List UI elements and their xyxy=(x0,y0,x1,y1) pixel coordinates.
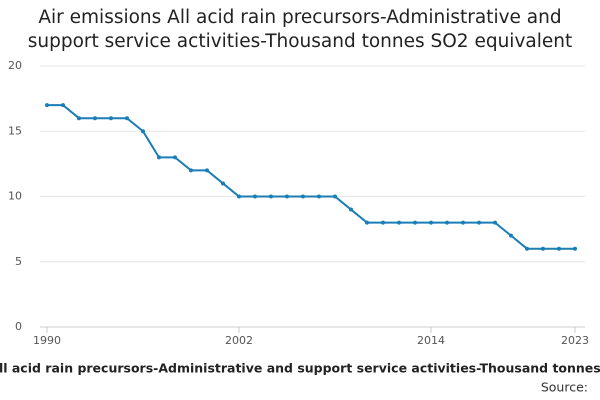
chart-title: Air emissions All acid rain precursors-A… xyxy=(27,7,573,52)
point xyxy=(317,194,321,199)
point xyxy=(109,116,113,121)
point xyxy=(397,220,401,225)
point xyxy=(461,220,465,225)
point xyxy=(285,194,289,199)
point xyxy=(509,233,513,238)
point xyxy=(333,194,337,199)
point xyxy=(365,220,369,225)
point xyxy=(557,246,561,251)
point xyxy=(125,116,129,121)
y-tick-label: 15 xyxy=(8,124,22,137)
point xyxy=(381,220,385,225)
point xyxy=(45,103,49,108)
y-tick-label: 20 xyxy=(8,59,22,72)
point xyxy=(269,194,273,199)
point xyxy=(429,220,433,225)
point xyxy=(541,246,545,251)
point xyxy=(77,116,81,121)
point xyxy=(573,246,577,251)
point xyxy=(301,194,305,199)
point xyxy=(349,207,353,212)
x-axis-label: All acid rain precursors-Administrative … xyxy=(0,361,600,376)
point xyxy=(525,246,529,251)
point xyxy=(173,155,177,160)
point xyxy=(253,194,257,199)
x-tick-label: 2023 xyxy=(561,334,589,347)
point xyxy=(221,181,225,186)
y-tick-label: 10 xyxy=(8,190,22,203)
line xyxy=(47,104,575,250)
point xyxy=(413,220,417,225)
point xyxy=(205,168,209,173)
point xyxy=(445,220,449,225)
y-tick-label: 5 xyxy=(15,255,22,268)
point xyxy=(493,220,497,225)
point xyxy=(141,129,145,134)
point xyxy=(237,194,241,199)
x-tick-label: 2014 xyxy=(417,334,445,347)
source: Source: xyxy=(541,380,588,395)
point xyxy=(157,155,161,160)
point xyxy=(93,116,97,121)
point xyxy=(189,168,193,173)
point xyxy=(61,103,65,108)
x-tick-label: 1990 xyxy=(33,334,61,347)
point xyxy=(477,220,481,225)
x-tick-label: 2002 xyxy=(225,334,253,347)
y-tick-label: 0 xyxy=(15,320,22,333)
